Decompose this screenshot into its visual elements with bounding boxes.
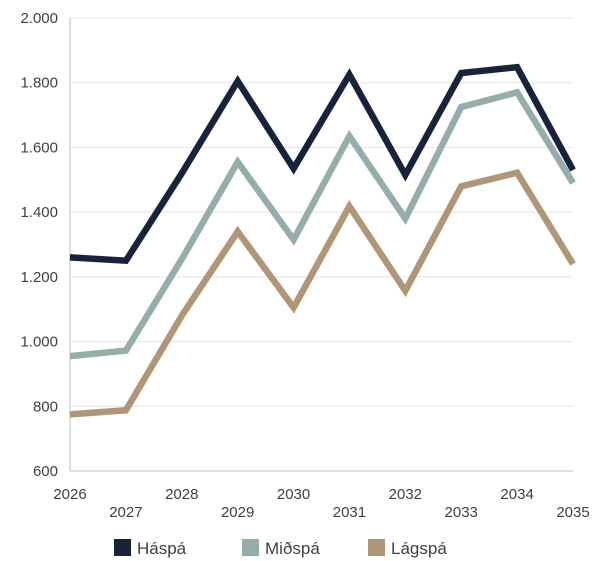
- x-tick-label: 2030: [277, 486, 310, 503]
- y-tick-label: 1.600: [20, 139, 58, 156]
- x-tick-label: 2031: [333, 504, 366, 521]
- y-tick-label: 2.000: [20, 10, 58, 27]
- legend-label: Miðspá: [265, 539, 320, 558]
- legend-swatch: [114, 539, 131, 556]
- y-tick-label: 800: [33, 398, 58, 415]
- x-tick-label: 2026: [53, 486, 86, 503]
- legend: Háspá Miðspá Lágspá: [114, 539, 447, 558]
- gridlines: [69, 17, 573, 472]
- legend-swatch: [368, 539, 385, 556]
- series-line: [69, 168, 576, 418]
- series-line: [69, 88, 576, 360]
- x-tick-label: 2032: [389, 486, 422, 503]
- legend-swatch: [242, 539, 259, 556]
- y-tick-label: 1.800: [20, 75, 58, 92]
- x-tick-label: 2033: [445, 504, 478, 521]
- series-line: [69, 63, 576, 265]
- legend-label: Lágspá: [391, 539, 447, 558]
- x-tick-label: 2034: [500, 486, 533, 503]
- y-axis-ticks: 600 800 1.000 1.200 1.400 1.600 1.800 2.000: [20, 10, 58, 480]
- y-tick-label: 600: [33, 463, 58, 480]
- y-tick-label: 1.200: [20, 269, 58, 286]
- x-axis-ticks: 2026 2027 2028 2029 2030 2031 2032 2033 2034 2035: [53, 486, 589, 521]
- y-tick-label: 1.000: [20, 334, 58, 351]
- series-lines: [69, 63, 576, 418]
- y-tick-label: 1.400: [20, 204, 58, 221]
- x-tick-label: 2028: [165, 486, 198, 503]
- x-tick-label: 2035: [556, 504, 589, 521]
- x-tick-label: 2029: [221, 504, 254, 521]
- x-tick-label: 2027: [109, 504, 142, 521]
- legend-label: Háspá: [137, 539, 187, 558]
